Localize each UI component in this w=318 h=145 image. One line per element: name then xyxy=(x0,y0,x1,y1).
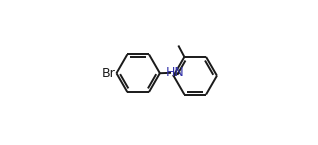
Text: Br: Br xyxy=(102,67,115,80)
Text: HN: HN xyxy=(165,66,184,79)
